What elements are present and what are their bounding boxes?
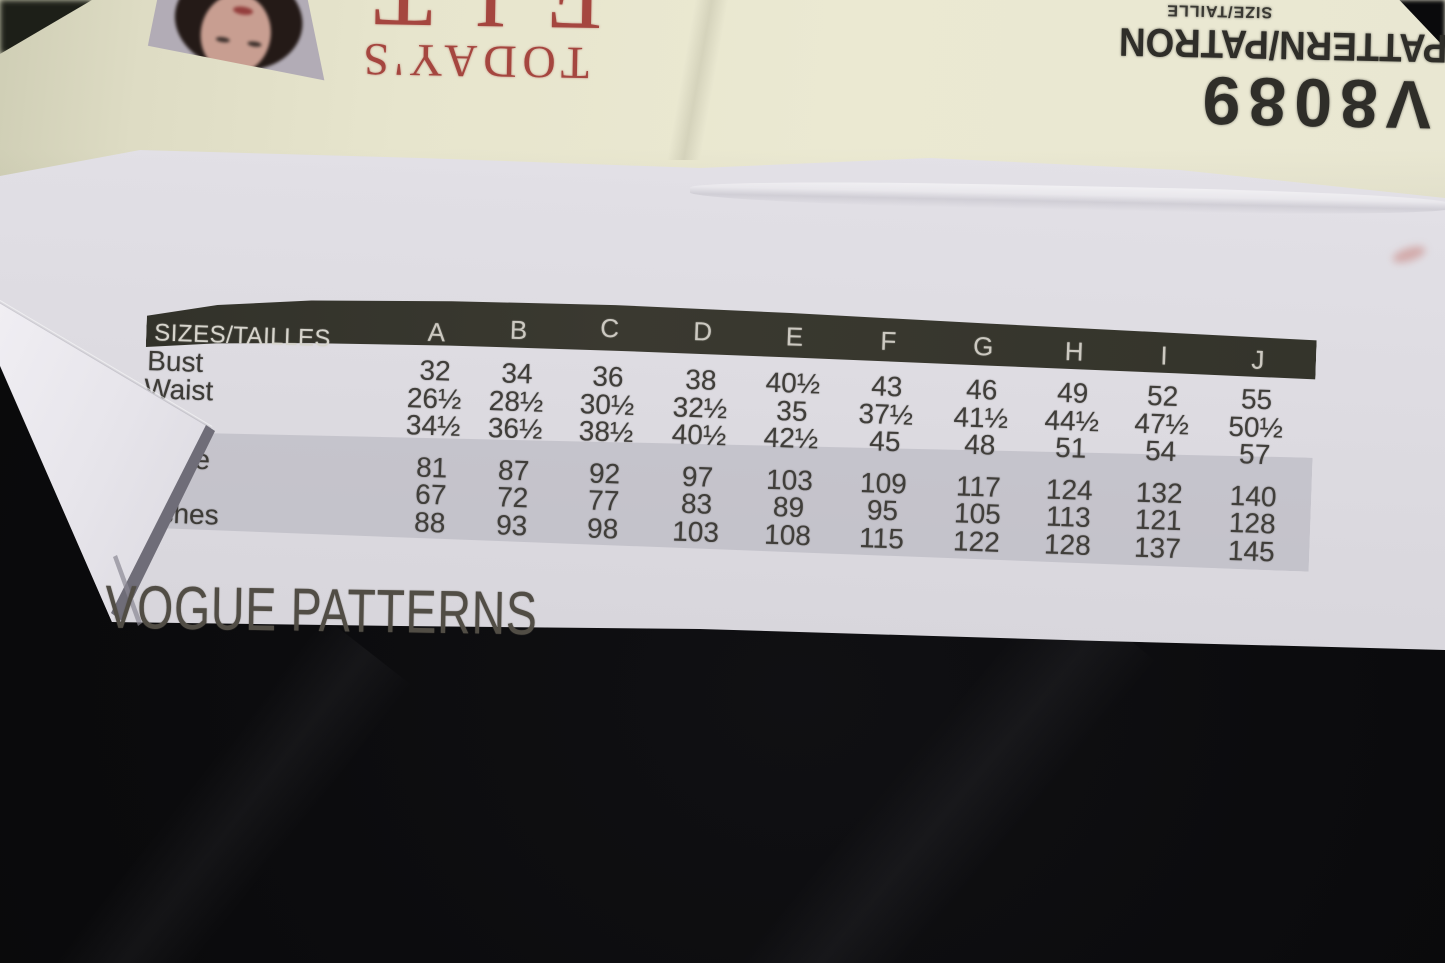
size-value: 128 — [1043, 528, 1092, 562]
size-value: 57 — [1238, 438, 1271, 471]
column-letter: E — [785, 321, 804, 352]
size-value: 98 — [586, 512, 619, 545]
pattern-number: V8089 — [1193, 61, 1433, 143]
size-value: 103 — [671, 515, 720, 549]
size-value: 48 — [963, 428, 996, 461]
size-value: 51 — [1054, 431, 1087, 464]
column-letter: H — [1064, 336, 1085, 367]
column-letter: J — [1250, 344, 1266, 376]
size-value: 145 — [1227, 534, 1276, 568]
pattern-label: PATTERN/PATRON — [1118, 19, 1445, 71]
size-value: 34½ — [405, 409, 461, 442]
size-value: 40½ — [671, 418, 727, 452]
column-letter: D — [692, 316, 713, 347]
todays-fit-logo: TODAY'S FIT — [317, 0, 632, 89]
column-letter: B — [509, 314, 528, 346]
column-letter: G — [972, 330, 994, 362]
logo-line-fit: FIT — [318, 0, 631, 51]
column-letter: F — [879, 325, 897, 357]
size-value: 122 — [952, 525, 1001, 558]
size-value: 108 — [763, 518, 812, 552]
instruction-sheet — [0, 150, 1445, 650]
envelope-crease — [640, 0, 750, 160]
size-value: 45 — [868, 425, 902, 458]
size-value: 115 — [858, 521, 905, 555]
size-value: 36½ — [487, 411, 543, 445]
column-letter: I — [1159, 340, 1169, 371]
size-value: 93 — [495, 509, 528, 542]
size-value: 137 — [1133, 531, 1182, 565]
envelope-code-block: V8089 PATTERN/PATRON SIZE/TAILLE — [1056, 0, 1445, 143]
size-value: 54 — [1144, 434, 1177, 467]
size-value: 38½ — [578, 415, 634, 449]
vogue-patterns-logo: VOGUE PATTERNS — [104, 573, 539, 649]
size-chart-table: SIZES/TAILLES A B C D E F G H I J Bust 32 34 36 38 40½ 4… — [138, 283, 1327, 616]
column-letter: A — [427, 316, 446, 348]
size-label: SIZE/TAILLE — [1166, 1, 1273, 21]
size-value: 88 — [413, 506, 446, 539]
column-letter: C — [599, 312, 620, 344]
size-value: 42½ — [763, 421, 819, 455]
